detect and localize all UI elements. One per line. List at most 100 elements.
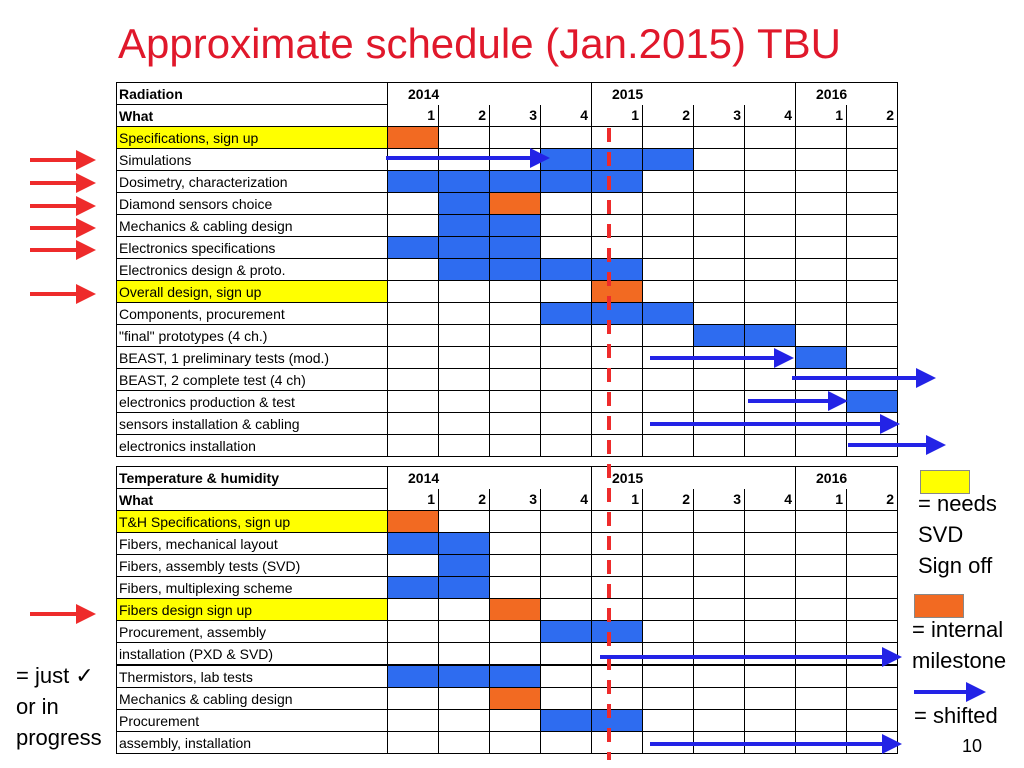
empty-cell (591, 368, 643, 391)
schedule-row: Procurement (116, 709, 898, 732)
empty-cell (489, 642, 541, 666)
empty-cell (693, 532, 745, 555)
task-label: Diamond sensors choice (116, 192, 388, 215)
empty-cell (744, 434, 796, 457)
milestone-cell (387, 510, 439, 533)
empty-cell (642, 192, 694, 215)
quarter-header: 3 (693, 488, 745, 511)
done-cell (438, 576, 490, 599)
task-label: Electronics design & proto. (116, 258, 388, 281)
empty-cell (744, 687, 796, 710)
empty-cell (540, 642, 592, 666)
what-header: What (116, 488, 388, 511)
empty-cell (387, 390, 439, 413)
done-cell (591, 170, 643, 193)
empty-cell (744, 731, 796, 754)
done-cell (540, 302, 592, 325)
empty-cell (591, 731, 643, 754)
empty-cell (591, 664, 643, 688)
empty-cell (387, 258, 439, 281)
task-label: electronics production & test (116, 390, 388, 413)
empty-cell (744, 510, 796, 533)
empty-cell (693, 510, 745, 533)
empty-cell (744, 126, 796, 149)
done-cell (591, 620, 643, 643)
empty-cell (642, 642, 694, 666)
empty-cell (744, 390, 796, 413)
task-label: Fibers, mechanical layout (116, 532, 388, 555)
empty-cell (438, 510, 490, 533)
empty-cell (387, 412, 439, 435)
empty-cell (642, 368, 694, 391)
empty-cell (489, 346, 541, 369)
empty-cell (438, 390, 490, 413)
empty-cell (795, 687, 847, 710)
empty-cell (795, 434, 847, 457)
empty-cell (591, 346, 643, 369)
empty-cell (387, 302, 439, 325)
empty-cell (540, 434, 592, 457)
task-label: BEAST, 2 complete test (4 ch) (116, 368, 388, 391)
quarter-header: 1 (591, 488, 643, 511)
empty-cell (846, 324, 898, 347)
quarter-header: 1 (387, 488, 439, 511)
done-cell (387, 532, 439, 555)
schedule-row: Diamond sensors choice (116, 192, 898, 215)
empty-cell (591, 576, 643, 599)
empty-cell (642, 576, 694, 599)
internal-milestone-legend-swatch (914, 594, 964, 618)
empty-cell (744, 576, 796, 599)
empty-cell (744, 236, 796, 259)
quarter-header: 2 (438, 488, 490, 511)
done-cell (387, 236, 439, 259)
page-number: 10 (962, 736, 983, 756)
empty-cell (744, 192, 796, 215)
empty-cell (387, 368, 439, 391)
empty-cell (489, 412, 541, 435)
quarter-header: 4 (540, 104, 592, 127)
empty-cell (693, 258, 745, 281)
schedule-row: Dosimetry, characterization (116, 170, 898, 193)
done-cell (795, 346, 847, 369)
empty-cell (693, 302, 745, 325)
empty-cell (642, 170, 694, 193)
empty-cell (438, 434, 490, 457)
empty-cell (846, 192, 898, 215)
done-cell (438, 258, 490, 281)
task-label: Mechanics & cabling design (116, 214, 388, 237)
milestone-cell (387, 126, 439, 149)
empty-cell (846, 709, 898, 732)
done-cell (489, 214, 541, 237)
empty-cell (846, 258, 898, 281)
schedule-row: Fibers, mechanical layout (116, 532, 898, 555)
done-cell (540, 620, 592, 643)
task-label: Overall design, sign up (116, 280, 388, 303)
empty-cell (795, 620, 847, 643)
empty-cell (540, 731, 592, 754)
empty-cell (387, 642, 439, 666)
year-header: 2016 (795, 466, 898, 489)
empty-cell (387, 324, 439, 347)
done-cell (438, 214, 490, 237)
empty-cell (795, 390, 847, 413)
empty-cell (642, 126, 694, 149)
empty-cell (846, 532, 898, 555)
empty-cell (540, 664, 592, 688)
empty-cell (846, 368, 898, 391)
empty-cell (540, 687, 592, 710)
empty-cell (438, 709, 490, 732)
empty-cell (489, 390, 541, 413)
schedule-row: Mechanics & cabling design (116, 687, 898, 710)
empty-cell (591, 554, 643, 577)
empty-cell (846, 126, 898, 149)
milestone-cell (489, 687, 541, 710)
empty-cell (540, 390, 592, 413)
empty-cell (846, 236, 898, 259)
empty-cell (795, 258, 847, 281)
done-cell (642, 148, 694, 171)
empty-cell (591, 434, 643, 457)
empty-cell (540, 554, 592, 577)
done-cell (540, 148, 592, 171)
empty-cell (387, 346, 439, 369)
done-cell (489, 170, 541, 193)
